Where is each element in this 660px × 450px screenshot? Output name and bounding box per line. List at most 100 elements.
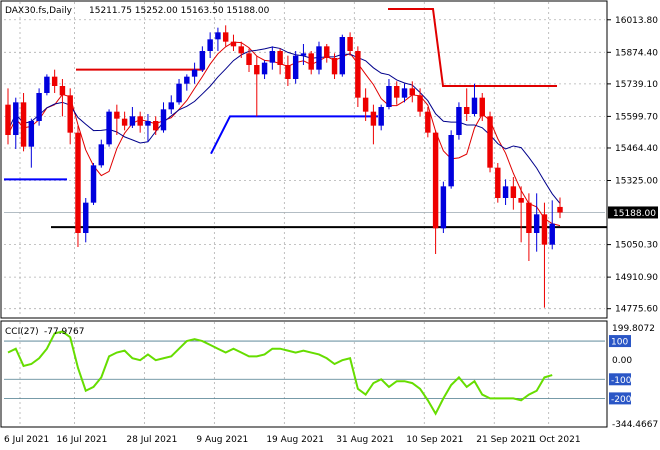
cci-level-box xyxy=(609,392,631,405)
candle-body xyxy=(246,53,252,65)
cci-level-box xyxy=(609,373,631,386)
resistance-line-right xyxy=(388,8,557,87)
candle-body xyxy=(114,111,120,119)
candle-body xyxy=(83,202,89,233)
moving-average-blue xyxy=(7,46,561,204)
candle-body xyxy=(300,53,307,56)
candle-body xyxy=(417,95,423,112)
candle-body xyxy=(222,32,229,42)
candle-body xyxy=(90,165,97,203)
candle-body xyxy=(502,186,509,198)
support-line-mid xyxy=(210,115,378,155)
candle-body xyxy=(425,111,431,133)
candle-body xyxy=(549,223,555,245)
candle-body xyxy=(378,107,384,126)
candle-body xyxy=(324,46,330,58)
x-tick-label: 21 Sep 2021 xyxy=(476,435,533,445)
candle-body xyxy=(20,102,27,147)
candle-body xyxy=(106,111,112,145)
candle-body xyxy=(386,86,392,107)
price-tick-label: 15874.40 xyxy=(615,48,658,58)
x-tick-label: 31 Aug 2021 xyxy=(336,435,394,445)
candle-body xyxy=(370,111,377,126)
candle-body xyxy=(487,116,493,168)
candle-body xyxy=(36,93,42,121)
candle-body xyxy=(432,132,439,229)
cci-tick-label: 199.8072 xyxy=(612,324,655,334)
candle-body xyxy=(137,116,143,126)
candle-body xyxy=(44,76,50,93)
price-tick-label: 15464.40 xyxy=(615,144,658,154)
candle-body xyxy=(238,46,244,54)
cci-tick-label: -100 xyxy=(611,376,632,386)
candle-body xyxy=(51,76,58,86)
candle-body xyxy=(526,202,532,233)
candle-body xyxy=(160,109,167,131)
moving-average-red xyxy=(7,41,561,227)
price-tick-label: 14910.90 xyxy=(615,273,658,283)
candle-body xyxy=(409,88,416,96)
candle-body xyxy=(331,58,338,75)
candle-body xyxy=(510,186,517,198)
candle-body xyxy=(75,132,81,233)
candle-body xyxy=(215,32,221,40)
candles-group xyxy=(5,25,563,308)
current-price-label: 15188.00 xyxy=(613,209,656,219)
candle-body xyxy=(557,206,563,213)
candle-body xyxy=(394,86,400,98)
candle-body xyxy=(152,121,159,131)
candle-body xyxy=(13,102,19,135)
candle-body xyxy=(67,95,73,133)
main-panel-frame xyxy=(0,0,608,319)
candle-body xyxy=(230,41,237,47)
candle-body xyxy=(308,53,314,70)
candle-body xyxy=(191,69,198,77)
price-tick-label: 16013.80 xyxy=(615,16,658,26)
candle-body xyxy=(59,86,66,96)
candle-body xyxy=(176,83,182,103)
candle-body xyxy=(199,51,206,70)
candle-body xyxy=(362,97,369,112)
candle-body xyxy=(495,167,501,198)
candle-body xyxy=(347,37,353,51)
price-tick-label: 15739.10 xyxy=(615,80,658,90)
candle-body xyxy=(168,102,174,110)
candle-body xyxy=(316,46,322,70)
candle-body xyxy=(292,55,299,79)
x-tick-label: 6 Jul 2021 xyxy=(4,435,49,445)
candle-body xyxy=(440,186,447,229)
cci-level-box xyxy=(609,335,631,348)
cci-tick-label: 0.00 xyxy=(612,356,632,366)
x-tick-label: 10 Sep 2021 xyxy=(406,435,463,445)
candle-body xyxy=(285,65,291,79)
candle-body xyxy=(269,51,276,63)
candle-body xyxy=(541,214,548,245)
candle-body xyxy=(471,97,478,114)
candle-body xyxy=(518,198,524,203)
x-tick-label: 1 Oct 2021 xyxy=(531,435,581,445)
cci-tick-label: 100 xyxy=(611,338,628,348)
symbol-label: DAX30.fs,Daily xyxy=(5,6,73,16)
candle-body xyxy=(184,76,190,84)
x-tick-label: 28 Jul 2021 xyxy=(126,435,177,445)
price-tick-label: 15325.00 xyxy=(615,177,658,187)
candle-body xyxy=(5,104,11,135)
x-tick-label: 9 Aug 2021 xyxy=(196,435,248,445)
candle-body xyxy=(463,107,470,114)
candle-body xyxy=(456,107,462,135)
cci-label: CCI(27) xyxy=(5,327,39,337)
candle-body xyxy=(207,39,213,51)
candle-body xyxy=(98,144,105,166)
cci-line xyxy=(7,330,553,416)
candle-body xyxy=(261,62,268,75)
candle-body xyxy=(129,116,136,126)
cci-panel-frame xyxy=(0,320,608,428)
candle-body xyxy=(28,121,35,147)
axes-group: 16013.80 15874.40 15739.10 15599.70 15464.40… xyxy=(4,16,658,445)
price-tick-label: 15050.30 xyxy=(615,241,658,251)
candle-body xyxy=(145,121,151,126)
candle-body xyxy=(121,118,128,126)
candle-body xyxy=(339,37,346,75)
cci-tick-label: -200 xyxy=(611,395,632,405)
